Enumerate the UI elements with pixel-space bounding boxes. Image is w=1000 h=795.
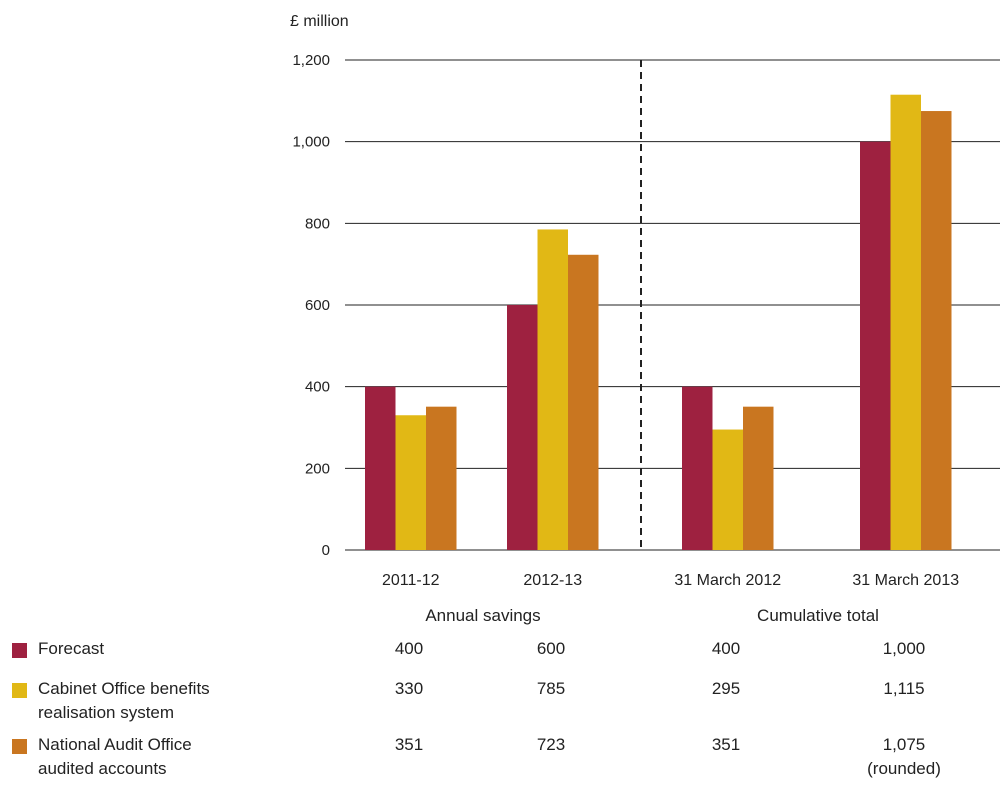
- x-category-label: 2012-13: [523, 572, 582, 589]
- table-value: 330: [394, 679, 424, 698]
- bar: [860, 141, 891, 550]
- bar: [507, 305, 538, 550]
- legend-swatch: [12, 643, 27, 658]
- x-category-label: 31 March 2012: [674, 572, 781, 589]
- savings-bar-chart: £ million 0 200 400 600 800 1,000 1,200 2011-1…: [290, 13, 1000, 625]
- y-tick-label: 200: [305, 460, 330, 477]
- table-value: 351: [711, 735, 741, 754]
- table-value: 723: [536, 735, 566, 754]
- legend-label: Cabinet Office benefits realisation syste…: [38, 679, 210, 722]
- table-value: 1,000: [882, 639, 926, 658]
- bar: [537, 229, 568, 551]
- table-value: 400: [394, 639, 424, 658]
- bar: [395, 415, 426, 550]
- x-group-label: Cumulative total: [757, 606, 879, 625]
- bar: [426, 406, 457, 550]
- table-value: 1,115: [883, 679, 925, 698]
- y-tick-label: 1,000: [292, 134, 330, 151]
- x-group-label: Annual savings: [425, 606, 540, 625]
- legend-label: Forecast: [38, 639, 105, 658]
- x-axis-groups: Annual savings Cumulative total: [425, 606, 879, 625]
- y-axis-ticks: 0 200 400 600 800 1,000 1,200: [292, 52, 330, 559]
- x-category-label: 31 March 2013: [852, 572, 959, 589]
- legend-label: National Audit Office audited accounts: [38, 735, 192, 778]
- table-value: 785: [536, 679, 566, 698]
- y-tick-label: 600: [305, 297, 330, 314]
- table-annotation: (rounded): [867, 759, 941, 778]
- x-category-label: 2011-12: [382, 572, 440, 589]
- bar: [682, 386, 713, 550]
- bars: [365, 94, 952, 551]
- legend-swatch: [12, 739, 27, 754]
- bar: [568, 254, 599, 550]
- table-value: 295: [711, 679, 741, 698]
- table-value: 351: [394, 735, 424, 754]
- bar: [921, 111, 952, 551]
- y-axis-unit-label: £ million: [290, 13, 349, 30]
- y-tick-label: 800: [305, 215, 330, 232]
- bar: [890, 94, 921, 550]
- y-tick-label: 400: [305, 379, 330, 396]
- y-tick-label: 0: [322, 542, 330, 559]
- bar: [365, 386, 396, 550]
- table-value: 600: [536, 639, 566, 658]
- table-value: 400: [711, 639, 741, 658]
- y-tick-label: 1,200: [292, 52, 330, 69]
- bar: [743, 406, 774, 550]
- legend-swatch: [12, 683, 27, 698]
- bar: [712, 429, 743, 550]
- x-axis-categories: 2011-12 2012-13 31 March 2012 31 March 2013: [382, 572, 959, 589]
- table-value: 1,075: [882, 735, 926, 754]
